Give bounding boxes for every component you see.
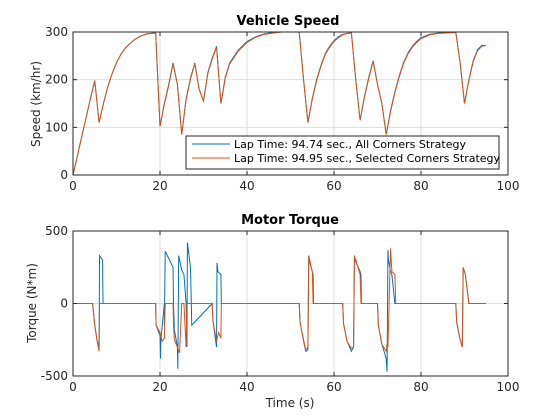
torque-chart: Motor Torque Torque (N*m) Time (s) 0 20 40… [25, 213, 519, 410]
torque-chart-title: Motor Torque [241, 213, 339, 228]
torque-series-line-1 [73, 248, 487, 353]
torque-chart-ylabel: Torque (N*m) [25, 263, 39, 344]
speed-xtick-label-3: 60 [326, 179, 341, 193]
speed-xtick-label-1: 20 [152, 179, 167, 193]
torque-xtick-label-4: 80 [413, 380, 428, 394]
speed-chart-legend: Lap Time: 94.74 sec., All Corners Strate… [185, 135, 501, 170]
torque-ytick-label-0: -500 [41, 369, 68, 383]
speed-xtick-label-0: 0 [69, 179, 77, 193]
torque-ytick-label-1: 0 [60, 297, 68, 311]
speed-ytick-label-0: 0 [60, 168, 68, 182]
torque-xtick-label-5: 100 [497, 380, 520, 394]
speed-xtick-label-2: 40 [239, 179, 254, 193]
speed-axes-frame [72, 31, 509, 176]
speed-ytick-label-1: 100 [45, 120, 68, 134]
speed-xtick-label-5: 100 [497, 179, 520, 193]
torque-xtick-label-3: 60 [326, 380, 341, 394]
speed-ytick-label-3: 300 [45, 25, 68, 39]
torque-chart-xlabel: Time (s) [265, 396, 315, 410]
legend-entry-selected-corners: Lap Time: 94.95 sec., Selected Corners S… [234, 152, 501, 165]
torque-xtick-label-2: 40 [239, 380, 254, 394]
torque-ytick-label-2: 500 [45, 224, 68, 238]
legend-entry-all-corners: Lap Time: 94.74 sec., All Corners Strate… [234, 138, 466, 151]
speed-chart-ylabel: Speed (km/hr) [29, 61, 43, 147]
speed-xtick-label-4: 80 [413, 179, 428, 193]
torque-xtick-label-1: 20 [152, 380, 167, 394]
torque-xtick-label-0: 0 [69, 380, 77, 394]
legend-box [185, 135, 500, 170]
speed-chart-title: Vehicle Speed [237, 14, 340, 29]
speed-ytick-label-2: 200 [45, 73, 68, 87]
